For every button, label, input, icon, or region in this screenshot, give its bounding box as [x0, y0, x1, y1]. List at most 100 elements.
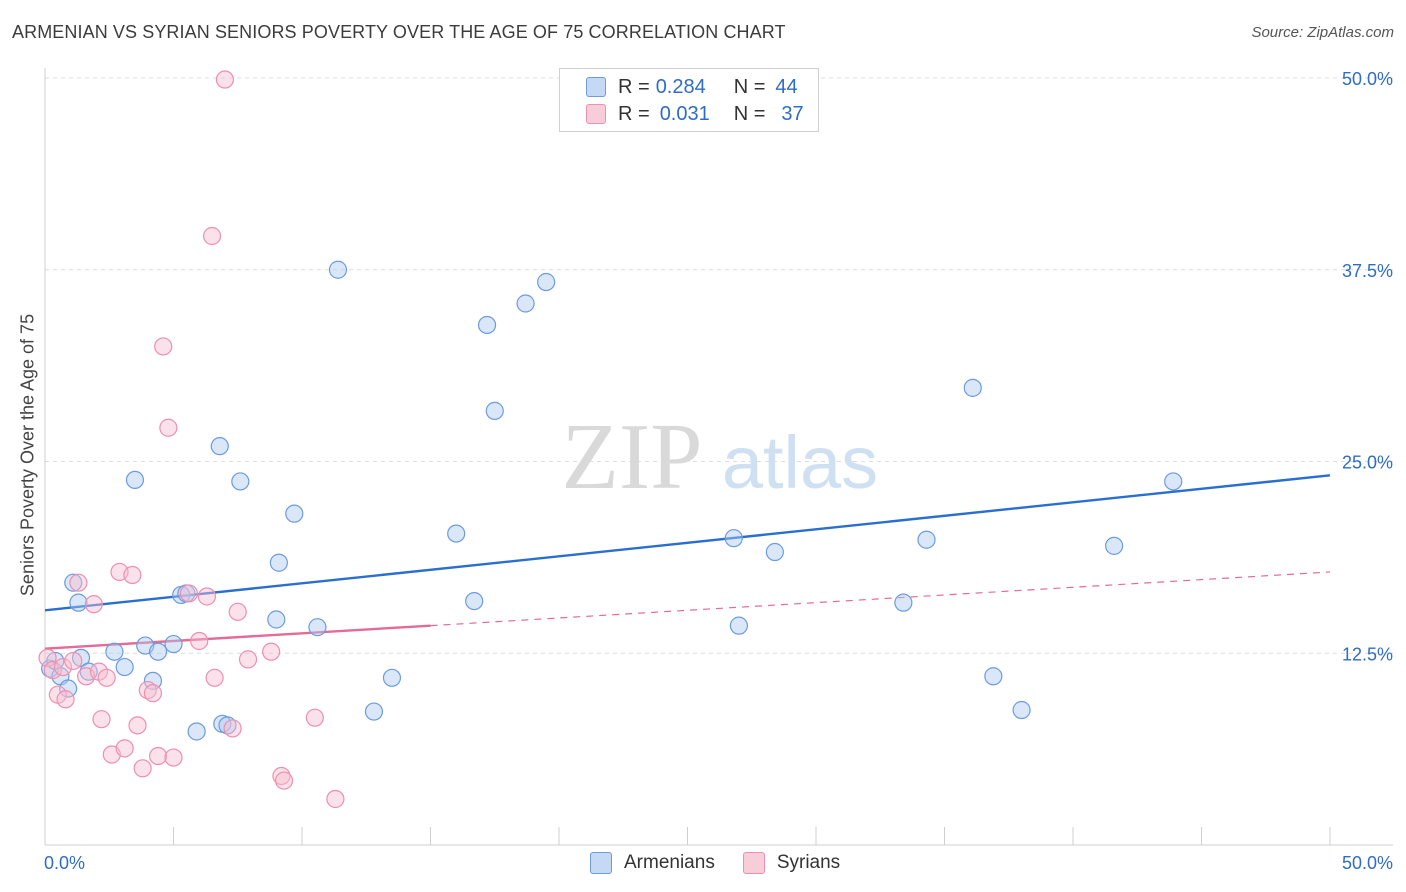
armenian-point-25: [308, 618, 327, 637]
syrian-point-21: [154, 337, 173, 356]
syrian-point-29: [215, 70, 234, 89]
armenian-point-33: [516, 294, 535, 313]
armenian-point-20: [218, 716, 237, 735]
armenians-trend-line-0: [44, 474, 1331, 612]
syrian-point-36: [305, 708, 324, 727]
armenian-point-37: [765, 542, 784, 562]
armenian-point-30: [465, 591, 484, 611]
syrian-point-22: [159, 418, 178, 437]
syrian-point-14: [115, 739, 134, 758]
armenian-point-35: [724, 529, 743, 548]
armenian-point-42: [1012, 700, 1031, 720]
syrian-point-30: [223, 719, 242, 738]
syrian-point-11: [97, 668, 116, 687]
source-label: Source: ZipAtlas.com: [1251, 24, 1394, 41]
x-tick-label-1: 50.0%: [1342, 853, 1393, 873]
armenian-point-26: [328, 260, 348, 279]
x-tick-label-0: 0.0%: [44, 853, 85, 873]
armenian-point-29: [447, 524, 466, 543]
armenians-legend-swatch: [590, 852, 612, 874]
correlation-legend: R = 0.284 N = 44 R = 0.031 N = 37: [559, 68, 819, 132]
syrian-point-23: [164, 748, 183, 767]
syrian-point-37: [326, 789, 345, 809]
syrian-point-16: [128, 716, 147, 735]
armenian-point-34: [537, 272, 556, 292]
y-axis-label: Seniors Poverty Over the Age of 75: [17, 313, 38, 597]
syrian-point-15: [123, 565, 142, 585]
grid-lines: [45, 77, 1393, 654]
syrians-r-label: R =: [618, 102, 650, 125]
syrian-point-8: [84, 595, 103, 614]
armenians-legend-label: Armenians: [624, 852, 715, 873]
watermark: ZIP atlas: [562, 405, 879, 509]
syrian-point-33: [262, 642, 281, 661]
armenian-point-14: [164, 634, 183, 654]
syrian-point-31: [228, 602, 247, 621]
data-points: [38, 70, 1183, 809]
legend-row-syrians: R = 0.031 N = 37: [586, 102, 804, 126]
watermark-atlas: atlas: [722, 421, 878, 504]
syrian-point-32: [238, 650, 258, 669]
armenians-n-label: N =: [733, 75, 766, 98]
syrian-point-1: [43, 661, 62, 680]
armenian-point-39: [917, 530, 936, 549]
armenians-r-label: R =: [618, 75, 650, 98]
armenian-point-22: [267, 610, 286, 629]
syrian-point-28: [205, 668, 224, 687]
armenian-point-10: [125, 470, 145, 490]
armenian-point-38: [894, 593, 913, 612]
armenian-point-9: [115, 657, 134, 677]
y-tick-label-2: 37.5%: [1342, 261, 1393, 281]
armenian-point-32: [485, 401, 504, 420]
syrians-r-value: 0.031: [659, 102, 710, 125]
y-tick-label-3: 50.0%: [1342, 69, 1393, 89]
syrian-point-3: [53, 657, 73, 677]
syrian-point-24: [179, 584, 199, 603]
armenian-point-28: [382, 668, 402, 687]
syrian-point-10: [92, 710, 111, 729]
armenian-point-5: [69, 593, 88, 612]
y-tick-label-0: 12.5%: [1342, 644, 1393, 664]
syrian-point-26: [197, 587, 217, 606]
armenian-point-4: [64, 573, 83, 592]
syrians-trend-line-1: [44, 624, 431, 650]
armenian-point-44: [1164, 472, 1183, 491]
syrian-point-18: [138, 680, 157, 700]
armenian-point-31: [477, 315, 497, 335]
armenian-point-40: [963, 378, 982, 397]
armenian-point-18: [210, 437, 229, 456]
syrian-point-5: [64, 651, 83, 671]
syrian-point-25: [190, 631, 209, 651]
armenian-point-21: [231, 472, 250, 491]
syrian-point-6: [69, 573, 88, 592]
chart-title: ARMENIAN VS SYRIAN SENIORS POVERTY OVER …: [12, 22, 786, 42]
syrian-point-27: [202, 226, 222, 246]
syrians-trend-line-2: [430, 571, 1331, 627]
legend-item-syrians: Syrians: [742, 852, 840, 874]
armenian-point-13: [148, 642, 168, 661]
syrian-point-20: [148, 746, 168, 766]
armenian-point-24: [285, 504, 304, 523]
axes: [44, 68, 1393, 846]
armenians-n-value: 44: [775, 75, 798, 98]
legend-row-armenians: R = 0.284 N = 44: [586, 75, 798, 99]
syrians-n-value: 37: [781, 102, 804, 125]
series-legend: Armenians Syrians: [590, 852, 868, 874]
armenian-point-23: [269, 553, 288, 572]
legend-item-armenians: Armenians: [590, 852, 715, 874]
armenian-point-17: [187, 722, 206, 741]
syrian-point-4: [56, 690, 75, 709]
armenian-point-27: [364, 702, 384, 721]
syrians-legend-swatch: [742, 852, 765, 874]
syrian-point-19: [143, 684, 163, 703]
armenians-r-value: 0.284: [655, 75, 706, 98]
armenian-point-3: [59, 679, 78, 698]
tick-labels: 12.5% 25.0% 37.5% 50.0% 0.0% 50.0%: [44, 69, 1393, 873]
syrians-swatch: [586, 104, 606, 124]
armenian-point-36: [729, 616, 749, 635]
armenian-point-43: [1105, 536, 1124, 555]
y-tick-label-1: 25.0%: [1342, 453, 1393, 473]
syrians-n-label: N =: [733, 102, 766, 125]
watermark-zip: ZIP: [562, 405, 703, 509]
